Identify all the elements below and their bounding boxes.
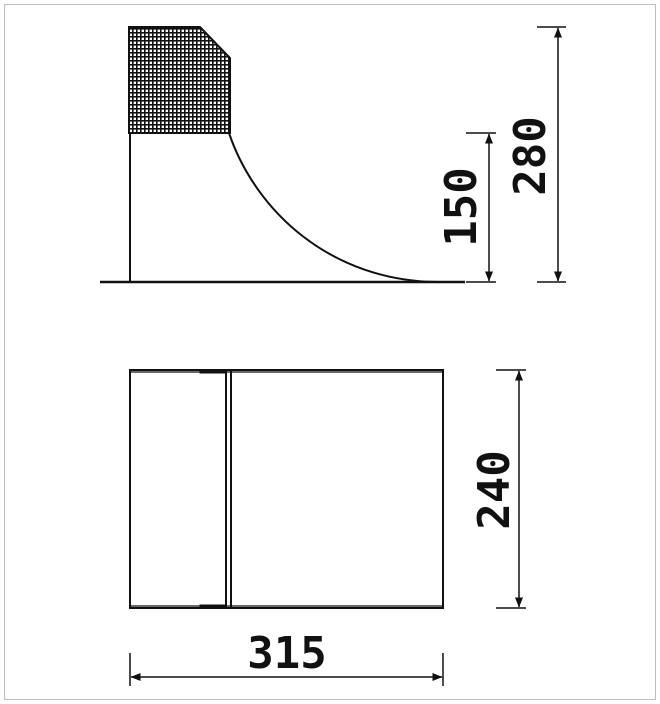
dimension-length: 315 [129,628,444,686]
ramp-plan-outline [129,369,444,609]
top-view [129,369,444,609]
deck-mesh-fence [128,26,231,134]
drawing-frame [4,4,656,700]
dimension-overall-height: 280 [505,26,566,283]
dimension-width: 240 [469,369,526,609]
dimension-label-150: 150 [436,167,487,246]
dimension-label-315: 315 [247,628,326,679]
dimension-label-240: 240 [469,450,520,529]
dimension-label-280: 280 [505,116,556,195]
ramp-curve [228,132,441,283]
dimension-transition-height: 150 [436,132,496,283]
side-view [100,26,465,284]
